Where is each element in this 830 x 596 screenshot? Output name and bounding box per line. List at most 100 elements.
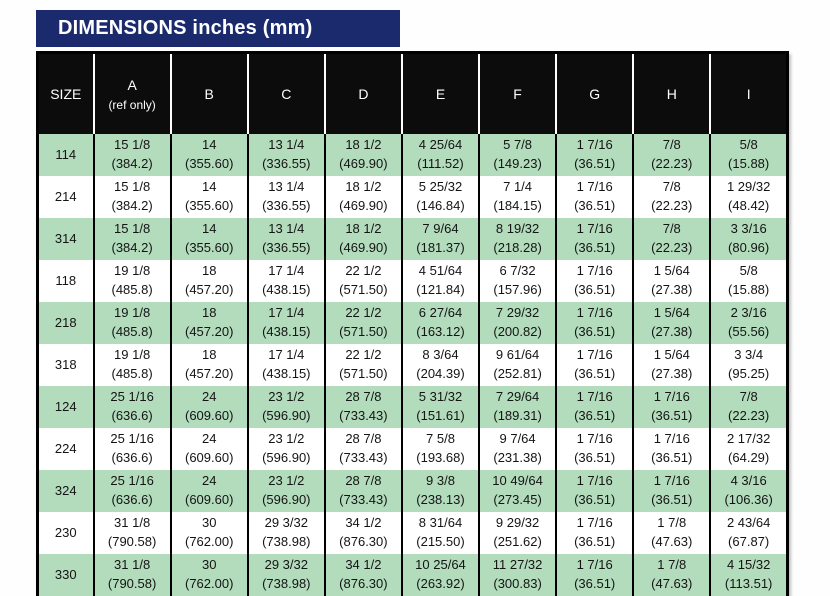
mm-value: (596.90): [262, 450, 311, 465]
column-label: A: [127, 76, 137, 93]
inches-value: 1 7/16: [576, 179, 613, 195]
mm-value: (36.51): [574, 492, 616, 507]
table-row-324: 324 25 1/16 (636.6) 24 (609.60) 23 1/2 (596.90…: [37, 470, 788, 512]
dim-cell-b: 30 (762.00): [169, 512, 248, 554]
mm-value: (106.36): [724, 492, 773, 507]
dim-cell-a: 25 1/16 (636.6): [92, 428, 171, 470]
dim-cell-f: 9 61/64 (252.81): [478, 344, 557, 386]
mm-value: (876.30): [339, 576, 388, 591]
inches-value: 8 3/64: [422, 347, 459, 363]
inches-value: 1 7/16: [576, 137, 613, 153]
dim-cell-d: 22 1/2 (571.50): [323, 302, 402, 344]
inches-value: 31 1/8: [114, 515, 151, 531]
dim-cell-c: 13 1/4 (336.55): [246, 176, 325, 218]
size-cell: 118: [55, 272, 77, 288]
dim-cell-a: 15 1/8 (384.2): [92, 218, 171, 260]
dim-cell-b: 18 (457.20): [169, 260, 248, 302]
dim-cell-c: 17 1/4 (438.15): [246, 344, 325, 386]
inches-value: 2 17/32: [726, 431, 771, 447]
dim-cell-d: 28 7/8 (733.43): [323, 428, 402, 470]
dim-cell-e: 4 25/64 (111.52): [400, 134, 480, 176]
mm-value: (95.25): [728, 366, 770, 381]
dim-cell-i: 2 3/16 (55.56): [709, 302, 788, 344]
mm-value: (149.23): [493, 156, 542, 171]
inches-value: 5 25/32: [418, 179, 463, 195]
dim-cell-h: 7/8 (22.23): [632, 218, 711, 260]
mm-value: (22.23): [651, 156, 693, 171]
inches-value: 25 1/16: [110, 389, 154, 405]
mm-value: (738.98): [262, 576, 311, 591]
column-header-c: C: [246, 52, 325, 134]
mm-value: (238.13): [416, 492, 465, 507]
mm-value: (571.50): [339, 324, 388, 339]
mm-value: (571.50): [339, 282, 388, 297]
inches-value: 1 7/8: [657, 515, 687, 531]
inches-value: 6 7/32: [499, 263, 536, 279]
mm-value: (355.60): [184, 198, 234, 213]
mm-value: (121.84): [416, 282, 465, 297]
dim-cell-d: 28 7/8 (733.43): [323, 386, 402, 428]
inches-value: 13 1/4: [268, 137, 305, 153]
mm-value: (438.15): [262, 282, 311, 297]
inches-value: 28 7/8: [345, 431, 382, 447]
inches-value: 1 7/16: [576, 557, 613, 573]
mm-value: (733.43): [339, 492, 388, 507]
dim-cell-b: 18 (457.20): [169, 302, 248, 344]
mm-value: (204.39): [416, 366, 465, 381]
inches-value: 30: [201, 515, 217, 531]
dim-cell-b: 14 (355.60): [169, 176, 248, 218]
inches-value: 13 1/4: [268, 221, 305, 237]
table-row-118: 118 19 1/8 (485.8) 18 (457.20) 17 1/4 (438.15)…: [37, 260, 788, 302]
mm-value: (15.88): [728, 282, 770, 297]
column-label: H: [666, 86, 677, 102]
inches-value: 7 9/64: [422, 221, 459, 237]
column-header-a: A (ref only): [92, 52, 171, 134]
inches-value: 30: [201, 557, 217, 573]
dim-cell-d: 34 1/2 (876.30): [323, 554, 402, 596]
inches-value: 23 1/2: [268, 473, 305, 489]
table-row-114: 114 15 1/8 (384.2) 14 (355.60) 13 1/4 (336.55)…: [37, 134, 788, 176]
size-cell: 224: [54, 440, 77, 456]
dim-cell-h: 1 7/16 (36.51): [632, 386, 711, 428]
inches-value: 1 7/16: [576, 305, 613, 321]
mm-value: (15.88): [728, 156, 770, 171]
mm-value: (596.90): [262, 492, 311, 507]
column-header-size: SIZE: [37, 52, 94, 134]
dim-cell-i: 5/8 (15.88): [709, 134, 788, 176]
dim-cell-d: 28 7/8 (733.43): [323, 470, 402, 512]
dim-cell-d: 18 1/2 (469.90): [323, 218, 402, 260]
inches-value: 1 5/64: [653, 347, 690, 363]
inches-value: 2 43/64: [726, 515, 771, 531]
mm-value: (636.6): [111, 450, 153, 465]
mm-value: (151.61): [416, 408, 465, 423]
dim-cell-i: 2 43/64 (67.87): [709, 512, 788, 554]
inches-value: 8 19/32: [495, 221, 540, 237]
dim-cell-a: 19 1/8 (485.8): [92, 302, 171, 344]
size-cell: 314: [54, 230, 77, 246]
dim-cell-h: 1 5/64 (27.38): [632, 302, 711, 344]
dim-cell-g: 1 7/16 (36.51): [555, 386, 634, 428]
dim-cell-i: 3 3/16 (80.96): [709, 218, 788, 260]
dim-cell-i: 1 29/32 (48.42): [709, 176, 788, 218]
inches-value: 18: [201, 305, 217, 321]
dim-cell-f: 10 49/64 (273.45): [478, 470, 557, 512]
mm-value: (384.2): [111, 156, 153, 171]
dim-cell-h: 7/8 (22.23): [632, 176, 711, 218]
inches-value: 19 1/8: [114, 347, 151, 363]
inches-value: 1 7/16: [576, 221, 613, 237]
dim-cell-a: 15 1/8 (384.2): [92, 176, 171, 218]
column-header-g: G: [555, 52, 634, 134]
inches-value: 17 1/4: [268, 305, 305, 321]
inches-value: 22 1/2: [345, 305, 382, 321]
column-label: B: [204, 86, 214, 102]
mm-value: (485.8): [111, 282, 153, 297]
inches-value: 5 31/32: [418, 389, 463, 405]
column-label: C: [281, 86, 292, 102]
inches-value: 1 7/16: [653, 431, 690, 447]
inches-value: 24: [201, 473, 217, 489]
table-header: SIZE A (ref only) B C D E F G H I: [37, 52, 788, 134]
table-row-318: 318 19 1/8 (485.8) 18 (457.20) 17 1/4 (438.15)…: [37, 344, 788, 386]
mm-value: (111.52): [417, 156, 464, 171]
column-label: E: [435, 86, 446, 102]
mm-value: (438.15): [262, 324, 311, 339]
